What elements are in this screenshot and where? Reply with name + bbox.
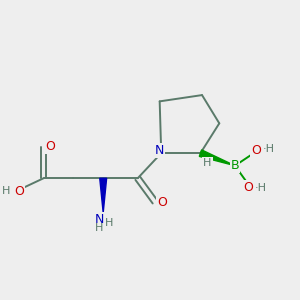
Text: ·H: ·H	[255, 183, 267, 193]
Text: ·H: ·H	[262, 144, 274, 154]
Text: O: O	[45, 140, 55, 153]
Polygon shape	[199, 150, 235, 166]
Text: O: O	[157, 196, 167, 209]
Text: O: O	[243, 181, 253, 194]
Text: B: B	[231, 159, 239, 172]
Text: H: H	[203, 158, 212, 168]
Text: N: N	[155, 144, 164, 157]
Text: H: H	[105, 218, 113, 228]
Text: O: O	[14, 185, 24, 198]
Text: H: H	[95, 224, 103, 233]
Text: O: O	[251, 143, 261, 157]
Text: N: N	[95, 213, 104, 226]
Polygon shape	[100, 178, 106, 213]
Text: H: H	[2, 186, 10, 197]
